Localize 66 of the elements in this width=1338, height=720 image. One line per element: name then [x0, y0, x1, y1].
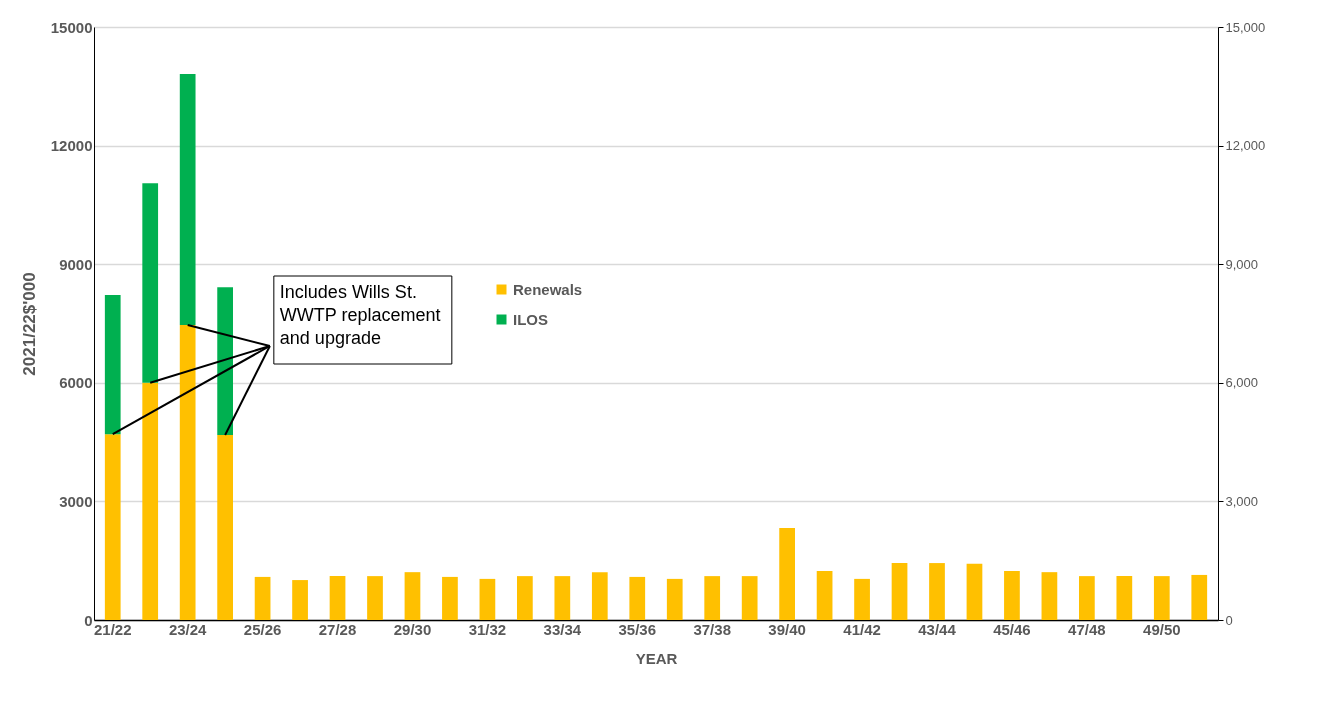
- bar: [1004, 570, 1020, 620]
- bar: [517, 576, 533, 620]
- bar: [217, 434, 233, 620]
- bar: [179, 325, 196, 620]
- x-tick-label: 39/40: [768, 620, 806, 638]
- x-tick-label: 27/28: [318, 620, 357, 638]
- y-tick-label: 0: [84, 611, 93, 629]
- y-tick-label: 9000: [59, 255, 93, 273]
- bar: [929, 563, 945, 620]
- bar: [104, 295, 121, 435]
- x-tick-label: 23/24: [168, 620, 208, 638]
- bar: [367, 576, 383, 620]
- x-tick-label: 49/50: [1143, 620, 1181, 638]
- bar: [891, 563, 908, 620]
- x-axis-title: YEAR: [635, 649, 678, 667]
- bar: [1191, 574, 1208, 620]
- bar: [1153, 576, 1170, 620]
- x-tick-label: 33/34: [543, 620, 582, 638]
- bar: [591, 572, 608, 620]
- legend-label: Renewals: [513, 280, 583, 298]
- x-tick-label: 21/22: [93, 620, 132, 638]
- x-tick-label: 29/30: [393, 620, 432, 638]
- y2-tick-label: 0: [1225, 612, 1233, 628]
- bar: [741, 576, 758, 620]
- x-tick-label: 35/36: [618, 620, 657, 638]
- y2-tick-label: 12,000: [1225, 138, 1266, 154]
- y2-tick-label: 15,000: [1225, 19, 1266, 35]
- bar: [704, 576, 721, 620]
- bar: [1041, 572, 1058, 620]
- bar: [966, 563, 983, 620]
- bar: [142, 183, 159, 383]
- bar: [329, 576, 346, 620]
- legend-label: ILOS: [513, 310, 549, 328]
- bar: [179, 74, 196, 326]
- y-tick-label: 12000: [50, 137, 93, 155]
- bar: [666, 578, 683, 620]
- bar: [217, 287, 233, 435]
- y-tick-label: 3000: [59, 492, 93, 510]
- bar: [779, 527, 795, 620]
- x-tick-label: 45/46: [993, 620, 1031, 638]
- bar: [142, 382, 159, 620]
- bar: [629, 576, 646, 620]
- x-tick-label: 47/48: [1068, 620, 1106, 638]
- bar: [854, 578, 870, 620]
- y2-tick-label: 9,000: [1225, 256, 1259, 272]
- bar: [1116, 576, 1133, 620]
- x-tick-label: 41/42: [843, 620, 881, 638]
- bar: [442, 576, 458, 620]
- bar: [1079, 576, 1095, 620]
- y-axis-title: 2021/22$'000: [19, 272, 39, 376]
- bar: [292, 580, 308, 620]
- bar: [816, 570, 833, 620]
- annotation: Includes Wills St. WWTP replacement and upgrade: [279, 282, 441, 348]
- bar: [479, 578, 496, 620]
- y2-tick-label: 3,000: [1225, 493, 1259, 509]
- bar: [554, 576, 571, 620]
- x-tick-label: 25/26: [243, 620, 282, 638]
- bar: [104, 434, 121, 620]
- bar: [254, 576, 271, 620]
- x-tick-label: 43/44: [918, 620, 957, 638]
- y-tick-label: 6000: [59, 374, 93, 392]
- y-tick-label: 15000: [50, 18, 93, 36]
- y2-tick-label: 6,000: [1225, 375, 1259, 391]
- bar: [404, 572, 421, 620]
- x-tick-label: 31/32: [468, 620, 507, 638]
- x-tick-label: 37/38: [693, 620, 731, 638]
